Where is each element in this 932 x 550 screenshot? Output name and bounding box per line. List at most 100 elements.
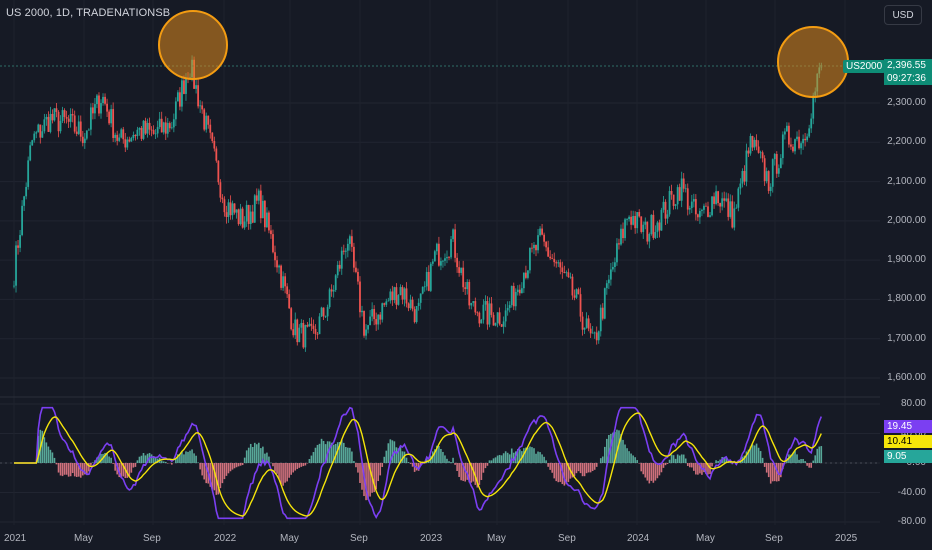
histogram-bar	[187, 451, 189, 463]
candle	[609, 262, 612, 286]
histogram-bar	[43, 437, 46, 463]
candle	[245, 200, 248, 227]
candle	[626, 218, 628, 226]
candle	[284, 273, 287, 294]
histogram-bar	[77, 463, 80, 477]
candle	[247, 204, 250, 230]
histogram-bar	[320, 438, 323, 463]
candle	[29, 141, 32, 162]
price-axis-tick: 2,200.00	[887, 136, 926, 148]
histogram-bar	[122, 463, 125, 477]
candle	[373, 305, 376, 326]
candle	[557, 259, 560, 267]
candle	[579, 287, 582, 322]
candle	[67, 115, 70, 128]
histogram-bar	[276, 463, 278, 474]
candle	[401, 285, 404, 305]
histogram-bar	[126, 463, 129, 478]
candle	[636, 212, 639, 234]
candle	[456, 253, 459, 273]
candle	[492, 312, 495, 326]
time-axis-tick: 2025	[835, 533, 858, 544]
candle	[397, 294, 400, 306]
histogram-bar	[806, 463, 808, 466]
histogram-bar	[375, 463, 377, 490]
candle	[174, 97, 177, 127]
currency-button[interactable]: USD	[884, 5, 922, 25]
candle	[761, 150, 764, 163]
candle	[474, 297, 477, 316]
candle	[298, 324, 301, 343]
candle	[747, 147, 750, 158]
histogram-bar	[88, 463, 90, 472]
histogram-bar	[399, 447, 402, 463]
candle	[611, 261, 614, 272]
candle	[33, 131, 36, 143]
time-axis-tick: Sep	[143, 533, 161, 544]
histogram-bar	[274, 463, 276, 472]
histogram-bar	[519, 449, 521, 463]
histogram-bar	[53, 457, 56, 463]
time-axis-tick: May	[74, 533, 93, 544]
candle	[599, 304, 602, 337]
candle	[39, 124, 42, 144]
candle	[320, 306, 323, 318]
candle	[794, 138, 796, 155]
candle	[458, 261, 461, 277]
histogram-bar	[316, 444, 319, 463]
candle	[128, 136, 131, 143]
histogram-bar	[614, 431, 616, 463]
candle	[73, 110, 76, 134]
candle	[549, 250, 552, 260]
candle	[304, 324, 307, 352]
histogram-bar	[454, 463, 456, 465]
histogram-bar	[203, 463, 205, 480]
histogram-bar	[381, 463, 384, 467]
candle	[634, 211, 637, 234]
histogram-bar	[258, 442, 260, 463]
candle	[312, 319, 315, 334]
histogram-bar	[409, 463, 412, 464]
candle	[567, 268, 570, 278]
histogram-bar	[545, 460, 547, 463]
candle	[235, 209, 238, 219]
histogram-bar	[650, 463, 653, 481]
time-axis-tick: 2021	[4, 533, 27, 544]
candle	[266, 207, 268, 228]
histogram-bar	[773, 463, 776, 482]
histogram-bar	[249, 443, 252, 463]
candle	[330, 284, 333, 297]
candle	[286, 283, 289, 299]
candle	[541, 224, 543, 236]
candle	[411, 296, 414, 312]
candle	[783, 128, 786, 140]
candle	[696, 213, 699, 222]
candle	[261, 195, 264, 219]
histogram-bar	[585, 463, 588, 474]
candle	[112, 102, 115, 143]
histogram-bar	[628, 451, 630, 463]
candle	[21, 200, 23, 237]
histogram-bar	[693, 463, 695, 471]
oscillator-yellow-line	[14, 412, 822, 517]
histogram-bar	[365, 463, 367, 501]
candle	[278, 264, 280, 274]
candle	[581, 311, 584, 336]
histogram-bar	[567, 463, 570, 482]
histogram-bar	[395, 447, 398, 463]
histogram-bar	[458, 463, 460, 477]
histogram-bar	[211, 463, 214, 489]
histogram-bar	[492, 458, 495, 463]
histogram-bar	[411, 463, 414, 467]
candle	[272, 229, 274, 254]
histogram-bar	[500, 455, 503, 463]
histogram-bar	[456, 463, 458, 472]
candle	[440, 257, 442, 271]
histogram-bar	[171, 463, 173, 465]
histogram-bar	[183, 454, 185, 463]
histogram-bar	[440, 448, 442, 463]
histogram-bar	[632, 455, 634, 463]
candle	[348, 234, 351, 251]
histogram-bar	[759, 451, 762, 463]
